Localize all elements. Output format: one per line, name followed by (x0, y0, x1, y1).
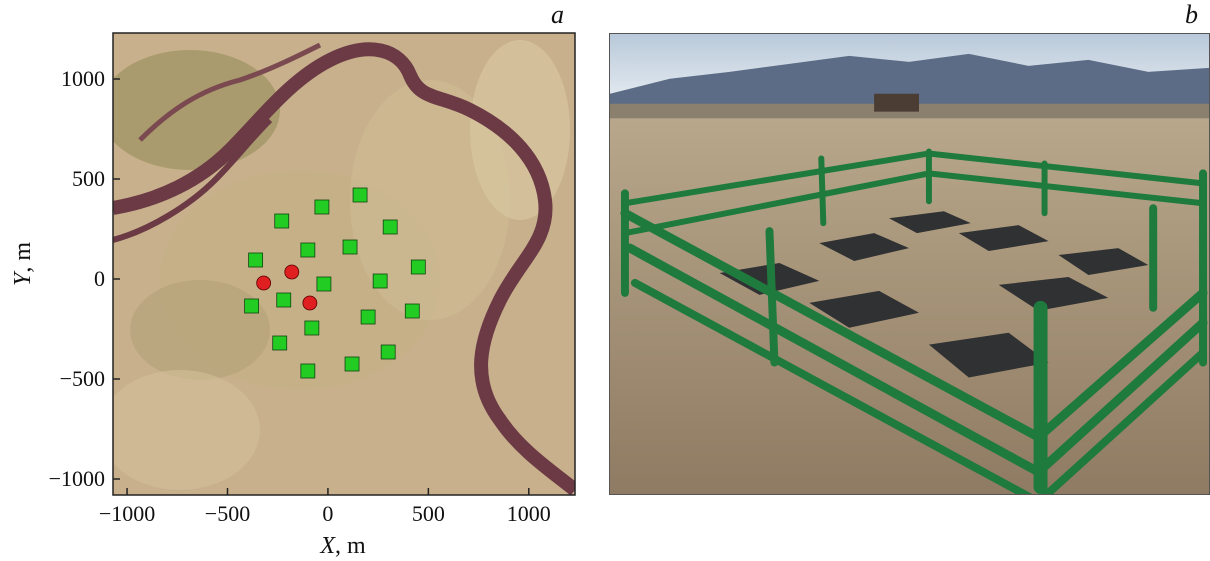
satellite-map (113, 33, 575, 495)
detector-circle-marker (284, 264, 300, 280)
detector-circle-marker (256, 275, 272, 291)
detector-square-marker (380, 344, 396, 360)
field-photo (609, 33, 1210, 495)
detector-square-marker (300, 242, 316, 258)
detector-square-marker (410, 259, 426, 275)
y-tick-label: 500 (72, 166, 105, 191)
y-tick-label: −500 (60, 366, 105, 391)
panel-label-a: a (551, 0, 564, 29)
x-tick-label: −1000 (99, 501, 155, 526)
x-tick-label: 0 (322, 501, 333, 526)
y-tick-label: 0 (94, 266, 105, 291)
detector-square-marker (352, 187, 368, 203)
x-axis-unit: , m (335, 533, 366, 559)
detector-square-marker (344, 356, 360, 372)
y-axis-unit: , m (10, 242, 36, 273)
x-tick-label: −500 (205, 501, 250, 526)
detector-square-marker (300, 363, 316, 379)
detector-square-marker (272, 335, 288, 351)
detector-square-marker (244, 298, 260, 314)
x-axis-label: X, m (319, 533, 366, 559)
barn-icon (874, 93, 919, 112)
detector-square-marker (382, 219, 398, 235)
detector-circle-marker (302, 295, 318, 311)
y-tick-label: −1000 (49, 466, 105, 491)
detector-square-marker (304, 320, 320, 336)
detector-markers (244, 187, 426, 379)
x-tick-label: 500 (412, 501, 445, 526)
y-tick-label: 1000 (61, 66, 105, 91)
y-axis-label: Y, m (10, 242, 36, 286)
detector-square-marker (274, 213, 290, 229)
detector-square-marker (276, 292, 292, 308)
x-tick-label: 1000 (507, 501, 551, 526)
detector-square-marker (360, 309, 376, 325)
detector-square-marker (372, 273, 388, 289)
map-axes: −1000 −500 0 500 1000 −1000 −500 0 500 1000 (49, 66, 551, 526)
detector-square-marker (404, 303, 420, 319)
x-axis-var: X (319, 533, 336, 559)
y-axis-var: Y (10, 270, 36, 286)
detector-square-marker (342, 239, 358, 255)
detector-square-marker (248, 252, 264, 268)
detector-square-marker (316, 276, 332, 292)
detector-square-marker (314, 199, 330, 215)
panel-label-b: b (1185, 0, 1198, 29)
